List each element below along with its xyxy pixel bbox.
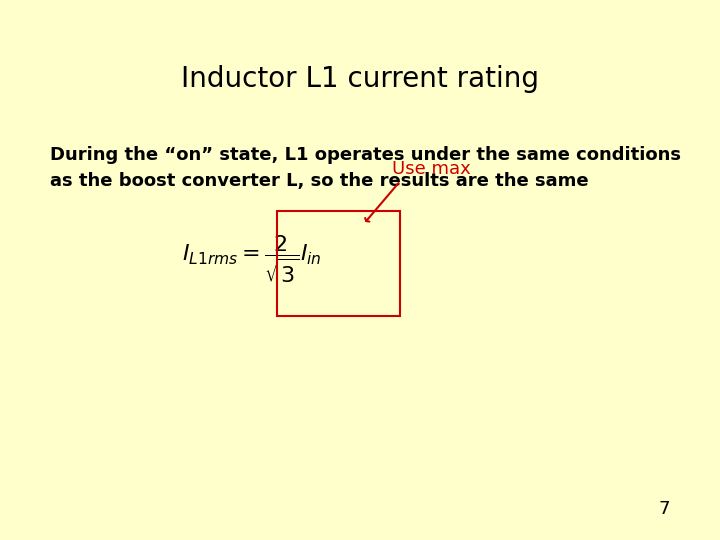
Bar [277, 211, 400, 316]
Text: $I_{L1rms} = \dfrac{2}{\sqrt{3}} I_{in}$: $I_{L1rms} = \dfrac{2}{\sqrt{3}} I_{in}$ [182, 233, 322, 285]
Text: Use max: Use max [392, 160, 471, 178]
Text: 7: 7 [658, 501, 670, 518]
Text: During the “on” state, L1 operates under the same conditions
as the boost conver: During the “on” state, L1 operates under… [50, 146, 681, 190]
Text: Inductor L1 current rating: Inductor L1 current rating [181, 65, 539, 93]
